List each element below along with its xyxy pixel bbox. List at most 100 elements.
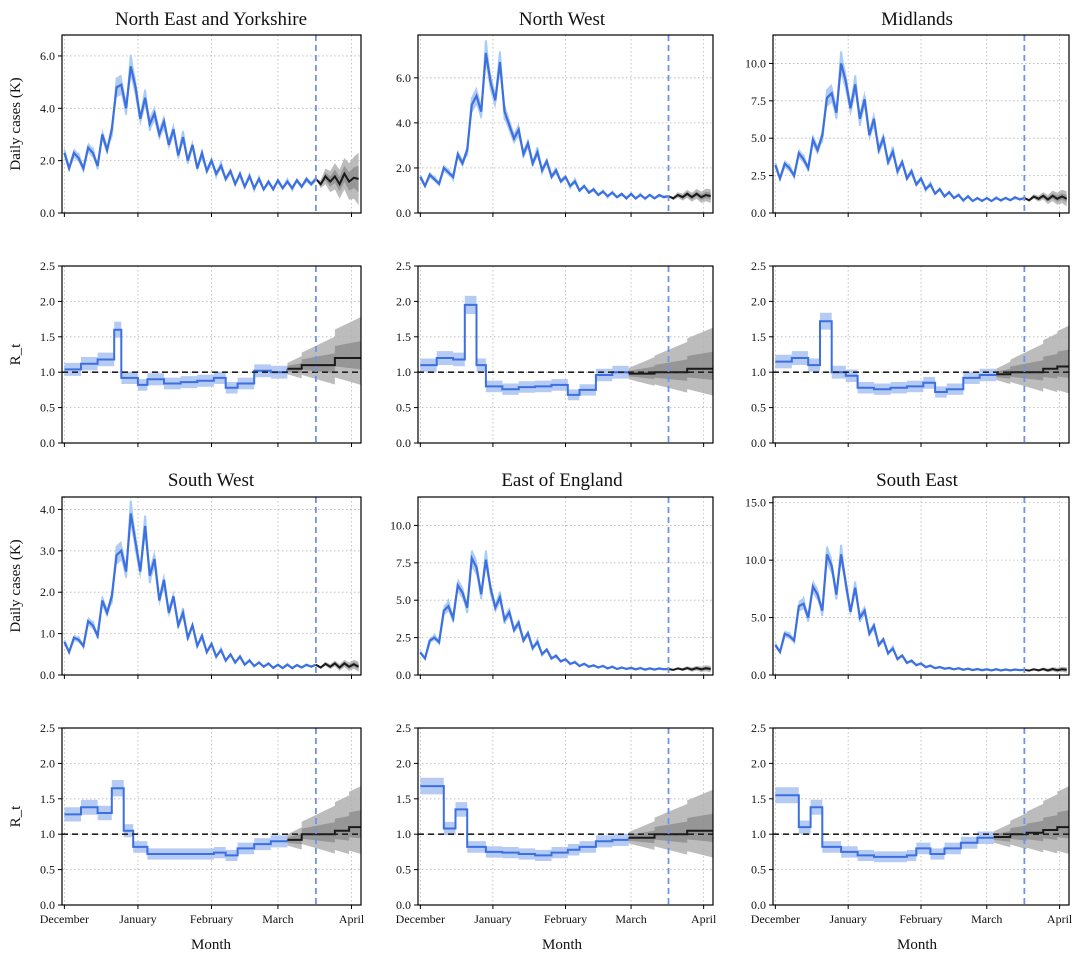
rt-band xyxy=(420,777,629,861)
panel-south-west-cases: 0.0 1.0 2.0 3.0 4.0 Daily cases (K) xyxy=(8,496,362,682)
x-tick-label: March xyxy=(971,912,1002,926)
y-tick-label: 4.0 xyxy=(40,502,55,516)
rt-line xyxy=(775,320,998,393)
x-tick-label: March xyxy=(262,912,293,926)
y-tick-label: 1.0 xyxy=(40,827,55,841)
y-tick-label: 4.0 xyxy=(396,116,411,130)
y-tick-label: 5.0 xyxy=(751,131,766,145)
forecast-cases-line xyxy=(315,171,359,187)
fitted-cases-line xyxy=(419,554,669,671)
y-tick-label: 2.5 xyxy=(396,259,411,273)
x-axis-label-col3: Month xyxy=(897,937,938,953)
x-tick-label: December xyxy=(751,912,800,926)
y-tick-label: 2.0 xyxy=(751,756,766,770)
y-axis-label-cases: Daily cases (K) xyxy=(8,539,24,632)
forecast-cases-line xyxy=(315,662,360,669)
y-tick-label: 10.0 xyxy=(390,518,411,532)
x-axis-label-col1: Month xyxy=(191,937,232,953)
y-tick-label: 1.5 xyxy=(396,330,411,344)
rt-forecast-line xyxy=(993,826,1069,838)
x-tick-label: April xyxy=(691,912,717,926)
y-tick-label: 7.5 xyxy=(751,94,766,108)
fitted-cases-line xyxy=(774,63,1025,203)
x-tick-label: February xyxy=(899,912,942,926)
observed-cases-line xyxy=(774,544,1025,672)
x-axis-label-col2: Month xyxy=(542,937,583,953)
y-axis-label-cases: Daily cases (K) xyxy=(8,77,24,170)
plot-area-midlands-cases xyxy=(773,35,1069,213)
plot-area-north-east-and-yorkshire-rt xyxy=(62,266,361,443)
y-tick-label: 3.0 xyxy=(40,544,55,558)
y-tick-label: 6.0 xyxy=(396,71,411,85)
y-tick-label: 0.5 xyxy=(40,401,55,415)
plot-area-south-west-cases xyxy=(62,497,361,675)
rt-forecast-line xyxy=(996,365,1069,376)
panel-south-east-rt: 0.0 0.5 1.0 1.5 2.0 2.5 December January Februar… xyxy=(751,721,1073,926)
y-tick-label: 0.0 xyxy=(40,206,55,220)
panel-east-of-england-cases: 0.0 2.5 5.0 7.5 10.0 xyxy=(390,496,714,682)
y-tick-label: 1.5 xyxy=(40,330,55,344)
rt-band xyxy=(775,787,994,863)
y-axis-label-rt: R_t xyxy=(8,805,24,828)
plot-area-east-of-england-rt xyxy=(418,728,713,905)
y-tick-label: 2.5 xyxy=(751,721,766,735)
y-tick-label: 1.0 xyxy=(40,365,55,379)
y-tick-label: 1.0 xyxy=(396,365,411,379)
fitted-cases-line xyxy=(774,553,1025,672)
plot-area-midlands-rt xyxy=(773,266,1069,443)
title-midlands: Midlands xyxy=(881,9,953,30)
y-tick-label: 2.5 xyxy=(396,721,411,735)
y-tick-label: 2.0 xyxy=(396,756,411,770)
y-tick-label: 1.0 xyxy=(751,827,766,841)
y-tick-label: 0.5 xyxy=(751,401,766,415)
y-tick-label: 10.0 xyxy=(745,56,766,70)
rt-line xyxy=(775,794,995,858)
x-tick-label: December xyxy=(396,912,445,926)
y-tick-label: 1.0 xyxy=(396,827,411,841)
panel-north-east-and-yorkshire-rt: 0.0 0.5 1.0 1.5 2.0 2.5 R_t xyxy=(8,259,362,450)
y-tick-label: 2.0 xyxy=(751,294,766,308)
title-south-west: South West xyxy=(168,470,255,491)
plot-area-south-west-rt xyxy=(62,728,361,905)
y-tick-label: 2.0 xyxy=(40,154,55,168)
rt-line xyxy=(64,787,289,857)
plot-area-east-of-england-cases xyxy=(418,497,713,675)
panel-east-of-england-rt: 0.0 0.5 1.0 1.5 2.0 2.5 December January Februar… xyxy=(396,721,717,926)
x-tick-label: January xyxy=(119,912,156,926)
y-tick-label: 2.0 xyxy=(40,294,55,308)
fitted-cases-line xyxy=(63,513,317,670)
x-tick-label: December xyxy=(40,912,89,926)
y-tick-label: 2.5 xyxy=(40,259,55,273)
panel-south-west-rt: 0.0 0.5 1.0 1.5 2.0 2.5 December January Februar… xyxy=(8,721,365,926)
y-tick-label: 0.0 xyxy=(751,898,766,912)
title-east-of-england: East of England xyxy=(501,470,623,491)
x-tick-label: April xyxy=(1047,912,1073,926)
y-tick-label: 2.5 xyxy=(40,721,55,735)
panel-south-east-cases: 0.0 5.0 10.0 15.0 xyxy=(745,496,1070,682)
y-tick-label: 0.0 xyxy=(751,206,766,220)
rt-line xyxy=(64,328,289,389)
forecast-cases-line xyxy=(1023,194,1068,202)
x-tick-label: March xyxy=(615,912,646,926)
forecast-cases-line xyxy=(668,667,711,671)
y-tick-label: 0.0 xyxy=(396,206,411,220)
y-tick-label: 1.5 xyxy=(751,792,766,806)
x-tick-label: April xyxy=(339,912,365,926)
panel-north-west-rt: 0.0 0.5 1.0 1.5 2.0 2.5 xyxy=(396,259,714,450)
rt-band xyxy=(64,321,288,394)
x-tick-label: February xyxy=(544,912,587,926)
x-tick-label: January xyxy=(830,912,867,926)
y-tick-label: 2.5 xyxy=(751,259,766,273)
fitted-cases-line xyxy=(63,66,317,192)
y-tick-label: 1.0 xyxy=(40,627,55,641)
rt-band xyxy=(420,295,629,401)
y-tick-label: 7.5 xyxy=(396,556,411,570)
rt-forecast-band xyxy=(628,327,713,396)
y-tick-label: 2.0 xyxy=(396,161,411,175)
observed-cases-line xyxy=(774,51,1025,203)
plot-area-north-east-and-yorkshire-cases xyxy=(62,35,361,213)
y-tick-label: 5.0 xyxy=(396,593,411,607)
y-tick-label: 0.0 xyxy=(40,436,55,450)
